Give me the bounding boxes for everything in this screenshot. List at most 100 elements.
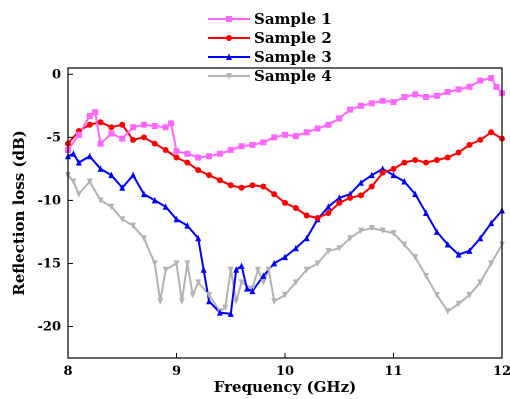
series-line-4 [67,174,503,313]
data-point-17 [249,182,256,189]
y-tick-label: -5 [47,130,61,145]
data-point-19 [271,191,278,198]
data-point-34 [433,157,440,164]
series-markers [65,75,505,317]
data-point-47 [488,260,495,267]
data-point-28 [347,106,354,113]
data-point-11 [162,266,169,274]
data-point-29 [357,102,364,109]
data-point-3 [86,152,93,160]
y-tick-label: -15 [38,256,62,271]
legend-item-1: Sample 1 [208,10,332,28]
data-point-40 [477,77,484,84]
data-point-16 [216,309,223,316]
data-point-20 [282,199,288,206]
data-point-43 [488,219,495,227]
data-point-1 [75,131,82,138]
data-point-22 [303,212,310,219]
data-point-20 [244,285,251,292]
data-point-21 [249,287,256,295]
data-point-30 [368,100,375,107]
data-point-legend [226,35,232,41]
y-axis-title: Reflection loss (dB) [10,130,28,296]
data-point-40 [455,251,462,258]
data-point-34 [412,91,419,98]
data-point-1 [70,150,77,157]
data-point-14 [195,154,202,161]
data-point-6 [130,136,137,143]
y-tick-label: 0 [52,67,61,82]
data-point-13 [184,150,191,157]
data-point-8 [140,235,147,242]
data-point-37 [379,227,386,235]
data-point-19 [238,262,245,269]
data-point-11 [168,120,175,127]
data-point-13 [195,234,202,242]
data-point-18 [238,143,245,150]
data-point-28 [368,183,375,190]
series-markers-1 [65,75,505,161]
legend-item-4: Sample 4 [208,67,332,85]
data-point-9 [151,123,158,129]
data-point-29 [336,194,343,201]
x-tick-label: 11 [384,364,402,379]
data-point-38 [390,230,397,237]
data-point-22 [282,131,288,138]
data-point-24 [282,253,288,261]
data-point-36 [368,225,375,232]
data-point-24 [254,266,261,274]
data-point-28 [282,291,288,299]
data-point-6 [119,184,126,191]
data-point-31 [314,260,321,267]
data-point-7 [140,134,147,141]
data-point-9 [151,196,158,204]
data-point-16 [238,184,245,191]
x-axis: 8 9 10 11 12 [63,353,510,379]
series-markers-2 [65,119,505,222]
data-point-38 [455,86,462,93]
data-point-39 [466,83,473,90]
plot-frame [67,67,503,359]
y-tick-label: -10 [38,193,62,208]
data-point-9 [162,146,169,153]
data-point-12 [173,260,180,267]
data-point-25 [314,125,321,132]
data-point-33 [401,94,408,100]
data-point-13 [178,298,185,305]
x-tick-label: 12 [493,364,510,379]
data-point-16 [216,150,223,157]
data-point-19 [222,304,229,312]
data-point-14 [216,177,223,184]
data-point-43 [444,308,451,315]
data-point-12 [173,148,180,155]
data-point-10 [162,203,169,210]
data-point-31 [357,179,364,186]
data-point-18 [233,266,240,273]
data-point-38 [477,136,484,143]
data-point-29 [379,169,386,176]
data-point-15 [227,182,234,189]
data-point-31 [379,97,386,104]
data-point-3 [97,119,104,126]
data-point-13 [206,172,213,179]
data-point-12 [184,222,191,229]
data-point-32 [368,171,375,179]
data-point-42 [493,83,500,90]
legend-label: Sample 2 [254,29,332,47]
data-point-21 [271,134,278,141]
data-point-27 [336,115,343,122]
data-point-35 [444,154,451,161]
data-point-10 [173,154,180,161]
x-tick-label: 10 [276,364,294,379]
x-axis-title: Frequency (GHz) [214,378,356,396]
data-point-27 [357,192,364,199]
data-point-35 [357,227,364,235]
legend-item-2: Sample 2 [208,29,332,47]
data-point-15 [206,297,213,305]
data-point-25 [260,279,267,286]
data-point-7 [130,171,137,179]
series-markers-4 [65,172,505,315]
data-point-15 [206,153,213,160]
data-point-37 [444,88,451,95]
